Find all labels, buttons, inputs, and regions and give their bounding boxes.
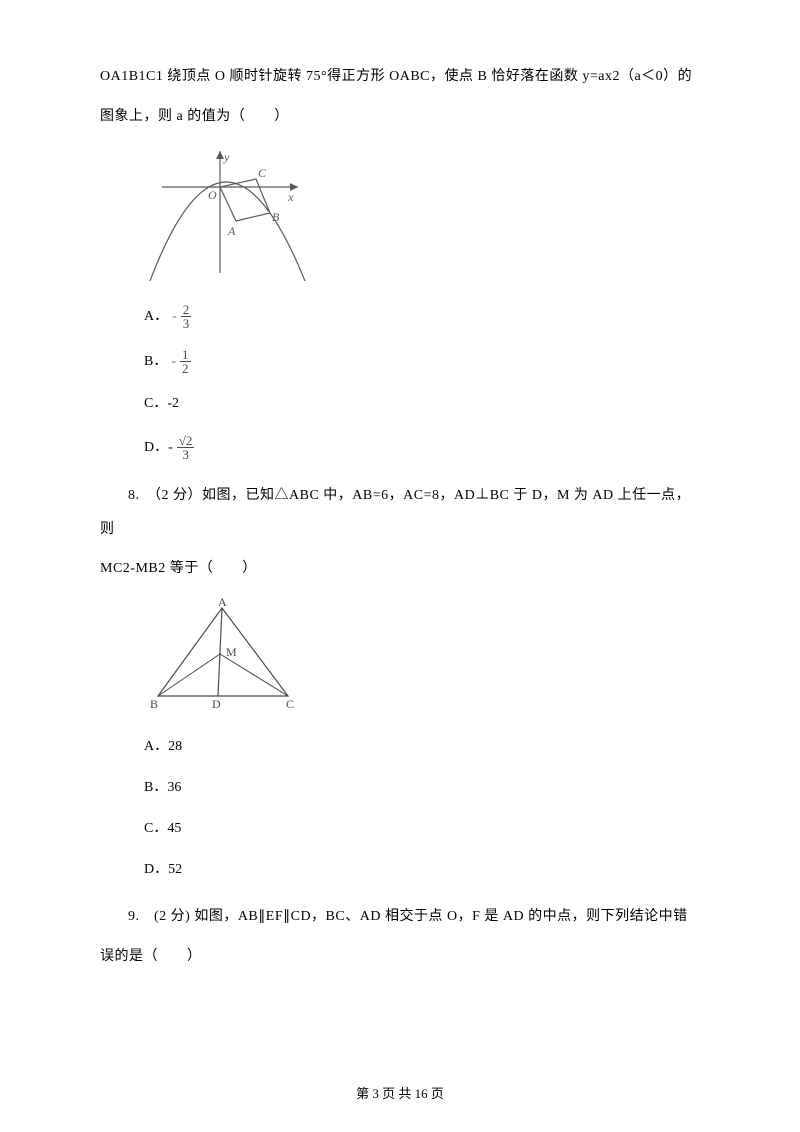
q7-text-line1: OA1B1C1 绕顶点 O 顺时针旋转 75°得正方形 OABC，使点 B 恰好… <box>100 60 700 94</box>
opt-d-den: 3 <box>180 448 191 461</box>
opt-a-frac: 2 3 <box>181 303 192 330</box>
label-D2: D <box>212 697 221 711</box>
opt-b-den: 2 <box>180 362 191 375</box>
q7-option-a: A． - 2 3 <box>144 303 700 330</box>
label-C2: C <box>286 697 294 711</box>
opt-a-prefix: A． <box>144 306 168 327</box>
label-B: B <box>272 210 280 224</box>
q8-option-a: A．28 <box>144 736 700 757</box>
opt-a-num: 2 <box>181 303 192 317</box>
label-O: O <box>208 188 217 202</box>
q9-text-line2: 误的是（ ） <box>100 940 700 974</box>
opt-d-num: √2 <box>177 434 195 448</box>
opt-b-num: 1 <box>180 348 191 362</box>
opt-a-neg: - <box>172 306 177 327</box>
label-C: C <box>258 166 267 180</box>
label-M2: M <box>226 645 237 659</box>
q8-option-c: C．45 <box>144 818 700 839</box>
opt-d-prefix: D．- <box>144 437 173 458</box>
q8-text-line2: MC2-MB2 等于（ ） <box>100 552 700 586</box>
figure-triangle: A B C D M <box>140 596 700 716</box>
label-y: y <box>223 150 230 164</box>
q8-option-b: B．36 <box>144 777 700 798</box>
opt-a-den: 3 <box>181 317 192 330</box>
q7-option-b: B． - 1 2 <box>144 348 700 375</box>
q7-option-c: C．-2 <box>144 393 700 414</box>
page-footer: 第 3 页 共 16 页 <box>0 1083 800 1102</box>
label-x: x <box>287 190 294 204</box>
label-A: A <box>227 224 236 238</box>
q8-text-line1: 8. （2 分）如图，已知△ABC 中，AB=6，AC=8，AD⊥BC 于 D，… <box>100 479 700 546</box>
opt-b-prefix: B． <box>144 351 167 372</box>
opt-b-neg: - <box>171 351 176 372</box>
page: OA1B1C1 绕顶点 O 顺时针旋转 75°得正方形 OABC，使点 B 恰好… <box>0 0 800 1132</box>
label-B2: B <box>150 697 158 711</box>
q7-text-line2: 图象上，则 a 的值为（ ） <box>100 100 700 134</box>
figure-parabola: y x O C B A <box>140 143 700 283</box>
label-A2: A <box>218 596 227 609</box>
q8-option-d: D．52 <box>144 859 700 880</box>
opt-d-frac: √2 3 <box>177 434 195 461</box>
opt-b-frac: 1 2 <box>180 348 191 375</box>
q7-option-d: D．- √2 3 <box>144 434 700 461</box>
q9-text-line1: 9. (2 分) 如图，AB∥EF∥CD，BC、AD 相交于点 O，F 是 AD… <box>100 900 700 934</box>
